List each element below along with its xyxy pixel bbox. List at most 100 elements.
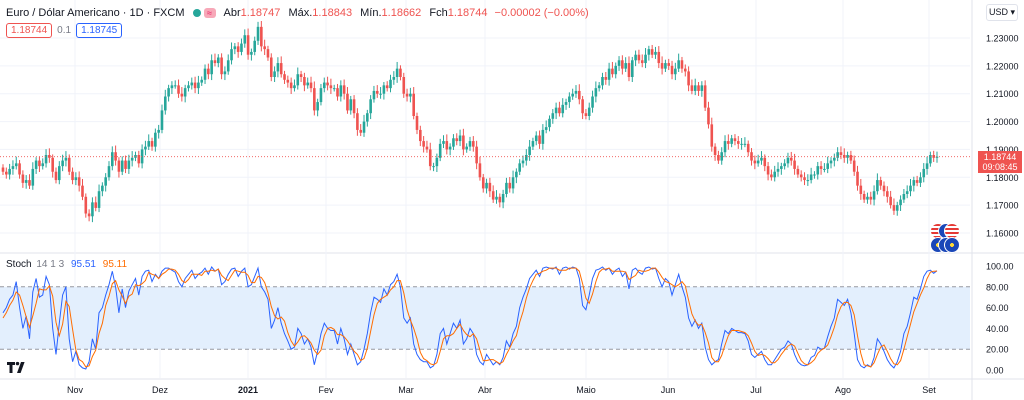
candle-body	[710, 124, 714, 147]
eu-flag-icon[interactable]	[944, 237, 960, 253]
time-tick-label: Dez	[152, 385, 169, 395]
candle-body	[640, 60, 644, 64]
candle	[34, 157, 38, 174]
candle	[770, 169, 773, 181]
candle-body	[846, 155, 849, 158]
candle	[200, 76, 204, 86]
candle-body	[584, 113, 588, 116]
candle-body	[521, 160, 525, 164]
time-tick-label: Set	[922, 385, 936, 395]
stoch-tick-label: 20.00	[986, 345, 1009, 355]
sell-button[interactable]: 1.18744	[6, 23, 53, 38]
candle-body	[289, 82, 293, 89]
candle-body	[435, 157, 439, 167]
candle-body	[163, 96, 167, 111]
stoch-name[interactable]: Stoch	[6, 259, 32, 270]
candle	[783, 159, 786, 170]
candle	[190, 77, 194, 90]
candle-body	[604, 77, 608, 80]
candle-body	[630, 60, 634, 77]
candle	[266, 45, 270, 61]
candle	[799, 170, 803, 182]
candle-body	[660, 63, 664, 69]
bid-ask-panel: 1.18744 0.1 1.18745	[6, 23, 123, 38]
candle-body	[780, 166, 783, 169]
stoch-legend[interactable]: Stoch 14 1 3 95.51 95.11	[6, 259, 127, 270]
candle-body	[183, 88, 187, 97]
candle-body	[475, 146, 478, 164]
candle-body	[680, 60, 684, 69]
symbol-legend[interactable]: Euro / Dólar Americano · 1D · FXCM ≈ Abr…	[6, 5, 589, 21]
candle-body	[84, 196, 88, 214]
candle	[1, 164, 5, 176]
candle-body	[273, 71, 276, 77]
candle	[892, 198, 896, 215]
candle-body	[720, 152, 724, 161]
candle-body	[266, 49, 270, 58]
candle	[147, 134, 151, 150]
candle-body	[422, 141, 425, 147]
candle	[48, 148, 51, 163]
candle	[226, 54, 230, 75]
candle	[796, 165, 800, 178]
candle-body	[478, 163, 482, 178]
candle-body	[61, 160, 64, 167]
candle-body	[342, 85, 346, 94]
candle-body	[574, 90, 578, 94]
candle-body	[730, 138, 733, 144]
candle-body	[836, 152, 839, 158]
time-axis[interactable]: Nov Dez 2021 Fev Mar Abr Maio Jun Jul Ago Set	[67, 385, 936, 395]
candle-body	[511, 177, 515, 189]
candle	[750, 148, 753, 166]
candle	[597, 82, 601, 92]
candle-body	[670, 65, 674, 75]
candle	[644, 48, 647, 69]
candle	[664, 59, 667, 72]
candle-body	[432, 166, 435, 168]
candle-body	[577, 90, 581, 100]
candle	[369, 95, 372, 120]
symbol-title[interactable]: Euro / Dólar Americano · 1D · FXCM	[6, 7, 185, 19]
candle	[882, 181, 886, 197]
buy-button[interactable]: 1.18745	[76, 23, 123, 38]
last-price-tag: 1.18744 09:08:45	[978, 151, 1022, 173]
events-icons[interactable]	[930, 223, 960, 253]
candle	[621, 55, 624, 75]
candle	[8, 163, 11, 180]
candle	[607, 62, 611, 86]
candle-body	[495, 196, 498, 200]
candle-body	[233, 46, 237, 50]
currency-selector[interactable]: USD ▾	[986, 4, 1018, 21]
candle	[405, 88, 409, 102]
candle-body	[657, 51, 661, 64]
candle-body	[869, 196, 873, 200]
tradingview-logo-icon[interactable]	[6, 360, 28, 374]
candle	[925, 156, 929, 175]
candle	[581, 95, 584, 120]
candle	[250, 48, 253, 61]
candle-body	[190, 82, 194, 86]
candle-body	[674, 68, 677, 75]
candle-body	[889, 196, 892, 206]
currency-label: USD	[988, 7, 1008, 17]
candle-body	[445, 141, 449, 150]
candle-body	[803, 177, 806, 181]
candle	[107, 161, 111, 181]
candle	[554, 102, 558, 120]
candle-body	[826, 163, 830, 169]
candle-body	[558, 107, 561, 114]
candle	[604, 71, 608, 85]
candle	[213, 53, 217, 67]
price-axis[interactable]: 1.23000 1.22000 1.21000 1.20000 1.19000 1.180…	[986, 34, 1019, 239]
candle-body	[525, 155, 528, 161]
candle	[833, 153, 836, 167]
candle	[223, 66, 227, 81]
candle-body	[223, 71, 227, 75]
stoch-axis[interactable]: 100.00 80.00 60.00 40.00 20.00 0.00	[986, 262, 1014, 376]
candle	[743, 137, 747, 148]
candle-body	[97, 191, 101, 208]
candle-body	[531, 141, 535, 147]
candle-body	[326, 82, 329, 86]
candle	[793, 153, 796, 175]
